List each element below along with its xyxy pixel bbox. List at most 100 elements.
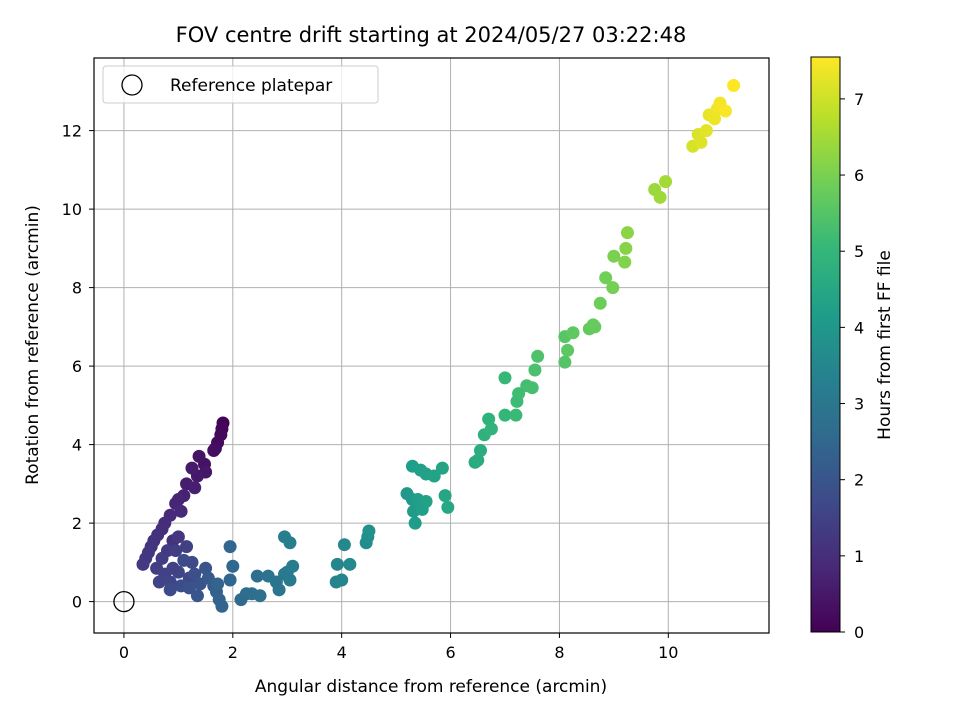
data-point <box>190 589 204 603</box>
data-point <box>343 557 357 571</box>
data-point <box>566 326 580 340</box>
data-point <box>192 449 206 463</box>
data-point <box>335 573 349 587</box>
data-point <box>152 575 166 589</box>
data-point <box>699 124 713 138</box>
data-point <box>188 481 202 495</box>
data-point <box>618 255 632 269</box>
colorbar-tick-label: 1 <box>854 547 864 566</box>
x-tick-label: 0 <box>119 643 129 662</box>
reference-marker-icon <box>113 590 135 613</box>
data-point <box>174 504 188 518</box>
data-point <box>286 559 300 573</box>
data-point <box>653 190 667 204</box>
colorbar-tick-label: 4 <box>854 318 864 337</box>
data-point <box>211 577 225 591</box>
x-tick-label: 10 <box>658 643 678 662</box>
x-axis-title: Angular distance from reference (arcmin) <box>255 677 607 697</box>
y-tick-label: 0 <box>72 593 82 612</box>
chart-title: FOV centre drift starting at 2024/05/27 … <box>176 23 687 47</box>
data-point <box>330 557 344 571</box>
colorbar-tick-label: 2 <box>854 471 864 490</box>
colorbar-tick-label: 0 <box>854 623 864 642</box>
data-point <box>435 461 449 475</box>
data-point <box>498 408 512 422</box>
data-point <box>223 540 237 554</box>
plot-frame <box>93 57 770 634</box>
data-point <box>727 78 741 92</box>
data-point <box>509 408 523 422</box>
colorbar-tick-label: 7 <box>854 90 864 109</box>
data-point <box>283 573 297 587</box>
data-point <box>250 569 264 583</box>
colorbar-tick-label: 3 <box>854 395 864 414</box>
data-point <box>215 599 229 613</box>
data-point <box>441 500 455 514</box>
data-point <box>718 104 732 118</box>
data-point <box>337 538 351 552</box>
data-point <box>169 544 183 558</box>
x-tick-label: 2 <box>228 643 238 662</box>
colorbar-tick-label: 6 <box>854 166 864 185</box>
data-point <box>471 453 485 467</box>
legend-label: Reference platepar <box>170 76 332 96</box>
y-axis-ticks: 0 2 4 6 8 10 12 <box>62 122 94 612</box>
data-point <box>708 112 722 126</box>
data-point <box>694 135 708 149</box>
data-point <box>182 581 196 595</box>
data-point <box>419 495 433 509</box>
y-axis-title: Rotation from reference (arcmin) <box>23 205 43 485</box>
y-tick-label: 12 <box>62 122 82 141</box>
colorbar: 0 1 2 3 4 5 6 7 Hours from first FF file <box>810 56 895 642</box>
data-point <box>272 583 286 597</box>
reference-marker-layer <box>113 590 135 613</box>
data-point <box>588 320 602 334</box>
data-point <box>362 524 376 538</box>
data-point <box>283 536 297 550</box>
data-point <box>136 557 150 571</box>
data-point <box>525 381 539 395</box>
y-tick-label: 4 <box>72 436 82 455</box>
grid <box>94 58 769 633</box>
colorbar-ticks: 0 1 2 3 4 5 6 7 <box>840 90 864 642</box>
data-point <box>253 589 267 603</box>
data-point <box>558 355 572 369</box>
data-point <box>473 443 487 457</box>
data-point <box>528 363 542 377</box>
data-point <box>408 516 422 530</box>
colorbar-gradient <box>810 56 841 633</box>
data-point <box>166 561 180 575</box>
data-point <box>171 530 185 544</box>
data-point <box>498 371 512 385</box>
data-point <box>607 249 621 263</box>
data-point <box>619 241 633 255</box>
y-tick-label: 8 <box>72 279 82 298</box>
data-point <box>427 469 441 483</box>
scatter-points <box>136 78 741 613</box>
y-tick-label: 2 <box>72 514 82 533</box>
data-point <box>185 461 199 475</box>
data-point <box>606 281 620 295</box>
y-tick-label: 6 <box>72 357 82 376</box>
data-point <box>484 422 498 436</box>
colorbar-tick-label: 5 <box>854 242 864 261</box>
data-point <box>512 387 526 401</box>
data-point <box>438 489 452 503</box>
legend-box <box>102 65 379 104</box>
legend-marker-icon <box>121 74 143 96</box>
data-point <box>188 567 202 581</box>
x-tick-label: 8 <box>554 643 564 662</box>
data-point <box>620 226 634 240</box>
data-point <box>177 553 191 567</box>
data-point <box>531 349 545 363</box>
data-point <box>180 540 194 554</box>
data-point <box>163 583 177 597</box>
data-point <box>561 343 575 357</box>
x-tick-label: 4 <box>337 643 347 662</box>
data-point <box>593 296 607 310</box>
y-tick-label: 10 <box>62 200 82 219</box>
x-tick-label: 6 <box>445 643 455 662</box>
data-point <box>223 573 237 587</box>
legend: Reference platepar <box>102 65 379 104</box>
